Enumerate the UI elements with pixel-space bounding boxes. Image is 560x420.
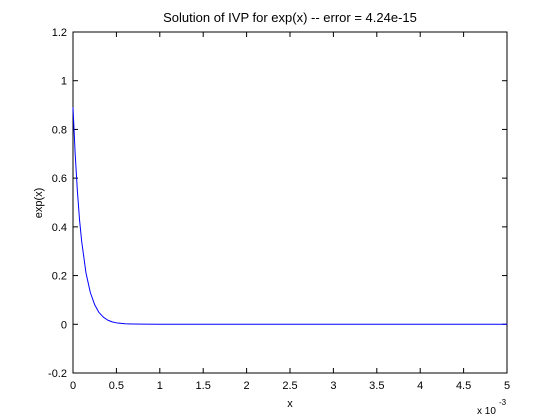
- x-tick-label: 4.5: [456, 380, 471, 392]
- x-tick-label: 2.5: [282, 380, 297, 392]
- x-axis-label: x: [287, 398, 293, 410]
- x-tick-label: 2: [244, 380, 250, 392]
- y-tick-label: 0.4: [52, 222, 67, 234]
- y-tick-label: 1.2: [52, 27, 67, 39]
- x-tick-label: 3.5: [369, 380, 384, 392]
- y-axis-label: exp(x): [33, 188, 45, 219]
- y-tick-label: 0: [61, 319, 67, 331]
- x-scale-exponent: -3: [499, 398, 507, 407]
- x-scale-multiplier: x 10: [477, 406, 496, 417]
- y-tick-label: 0.8: [52, 124, 67, 136]
- x-tick-label: 0.5: [109, 380, 124, 392]
- series-line-0: [72, 107, 508, 325]
- plot-area: [72, 31, 508, 374]
- x-tick-label: 1.5: [196, 380, 211, 392]
- x-tick-label: 4: [417, 380, 423, 392]
- x-axis-ticks: 0 0.5 1 1.5 2 2.5 3 3.5 4 4.5 5: [70, 32, 510, 392]
- chart-title: Solution of IVP for exp(x) -- error = 4.…: [163, 10, 417, 25]
- x-tick-label: 0: [70, 380, 76, 392]
- y-tick-label: -0.2: [48, 368, 67, 380]
- x-tick-label: 3: [330, 380, 336, 392]
- y-tick-label: 0.2: [52, 271, 67, 283]
- series-group: [72, 107, 508, 325]
- x-tick-label: 1: [157, 380, 163, 392]
- y-tick-label: 1: [61, 76, 67, 88]
- y-axis-ticks: -0.2 0 0.2 0.4 0.6 0.8 1 1.2: [48, 27, 507, 380]
- x-tick-label: 5: [504, 380, 510, 392]
- y-tick-label: 0.6: [52, 173, 67, 185]
